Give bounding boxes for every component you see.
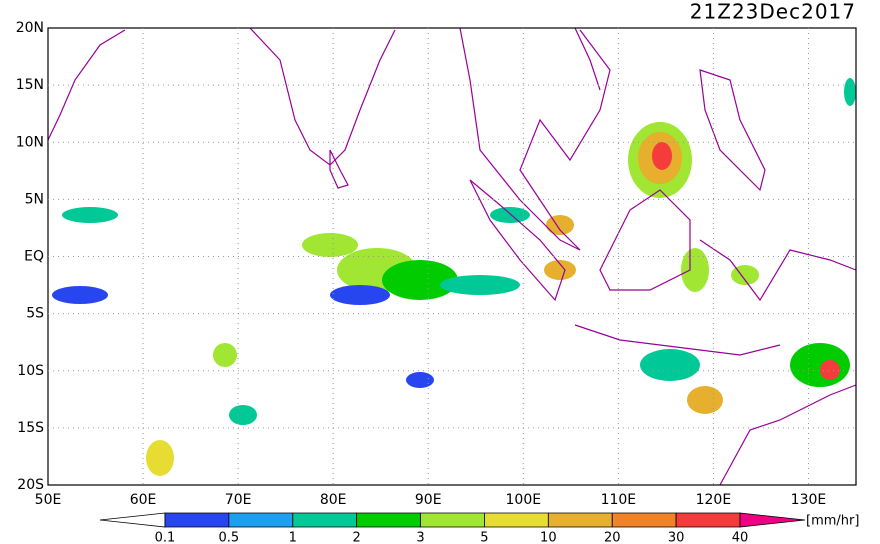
lon-label: 90E	[415, 492, 442, 508]
lon-label: 110E	[601, 492, 637, 508]
lat-label: 5S	[26, 306, 44, 322]
lon-label: 70E	[225, 492, 252, 508]
lat-label: EQ	[24, 249, 44, 265]
lon-label: 80E	[320, 492, 347, 508]
colorbar-swatch	[228, 512, 294, 528]
lon-label: 100E	[506, 492, 542, 508]
rain-areas	[52, 78, 856, 476]
colorbar-swatch	[356, 512, 421, 528]
colorbar-label: 2	[353, 531, 361, 544]
colorbar-swatch	[420, 512, 485, 528]
colorbar-label: 40	[732, 531, 749, 544]
lon-label: 120E	[696, 492, 732, 508]
colorbar-swatch	[547, 512, 613, 528]
colorbar-label: 3	[416, 531, 424, 544]
lat-label: 10N	[16, 134, 44, 150]
map-title: 21Z23Dec2017	[690, 0, 856, 24]
colorbar-swatch	[292, 512, 358, 528]
colorbar-label: 0.5	[219, 531, 240, 544]
colorbar-swatch	[739, 512, 806, 528]
colorbar-swatch	[611, 512, 677, 528]
coastlines	[47, 27, 857, 486]
lat-label: 20N	[16, 20, 44, 36]
colorbar-swatch	[484, 512, 549, 528]
colorbar-label: 10	[540, 531, 557, 544]
colorbar-swatch	[99, 512, 166, 528]
colorbar-label: 30	[668, 531, 685, 544]
colorbar-swatch	[675, 512, 741, 528]
lon-label: 50E	[35, 492, 62, 508]
colorbar-label: 1	[289, 531, 297, 544]
lat-label: 10S	[17, 363, 44, 379]
colorbar-swatch	[164, 512, 230, 528]
colorbar-label: 0.1	[155, 531, 176, 544]
lon-label: 60E	[130, 492, 157, 508]
lat-label: 15S	[17, 420, 44, 436]
map-frame	[47, 27, 857, 486]
lat-label: 15N	[16, 77, 44, 93]
colorbar-unit: [mm/hr]	[806, 514, 859, 529]
colorbar-label: 20	[604, 531, 621, 544]
lon-label: 130E	[791, 492, 827, 508]
colorbar-label: 5	[480, 531, 488, 544]
lat-label: 5N	[25, 191, 44, 207]
lat-label: 20S	[17, 477, 44, 493]
